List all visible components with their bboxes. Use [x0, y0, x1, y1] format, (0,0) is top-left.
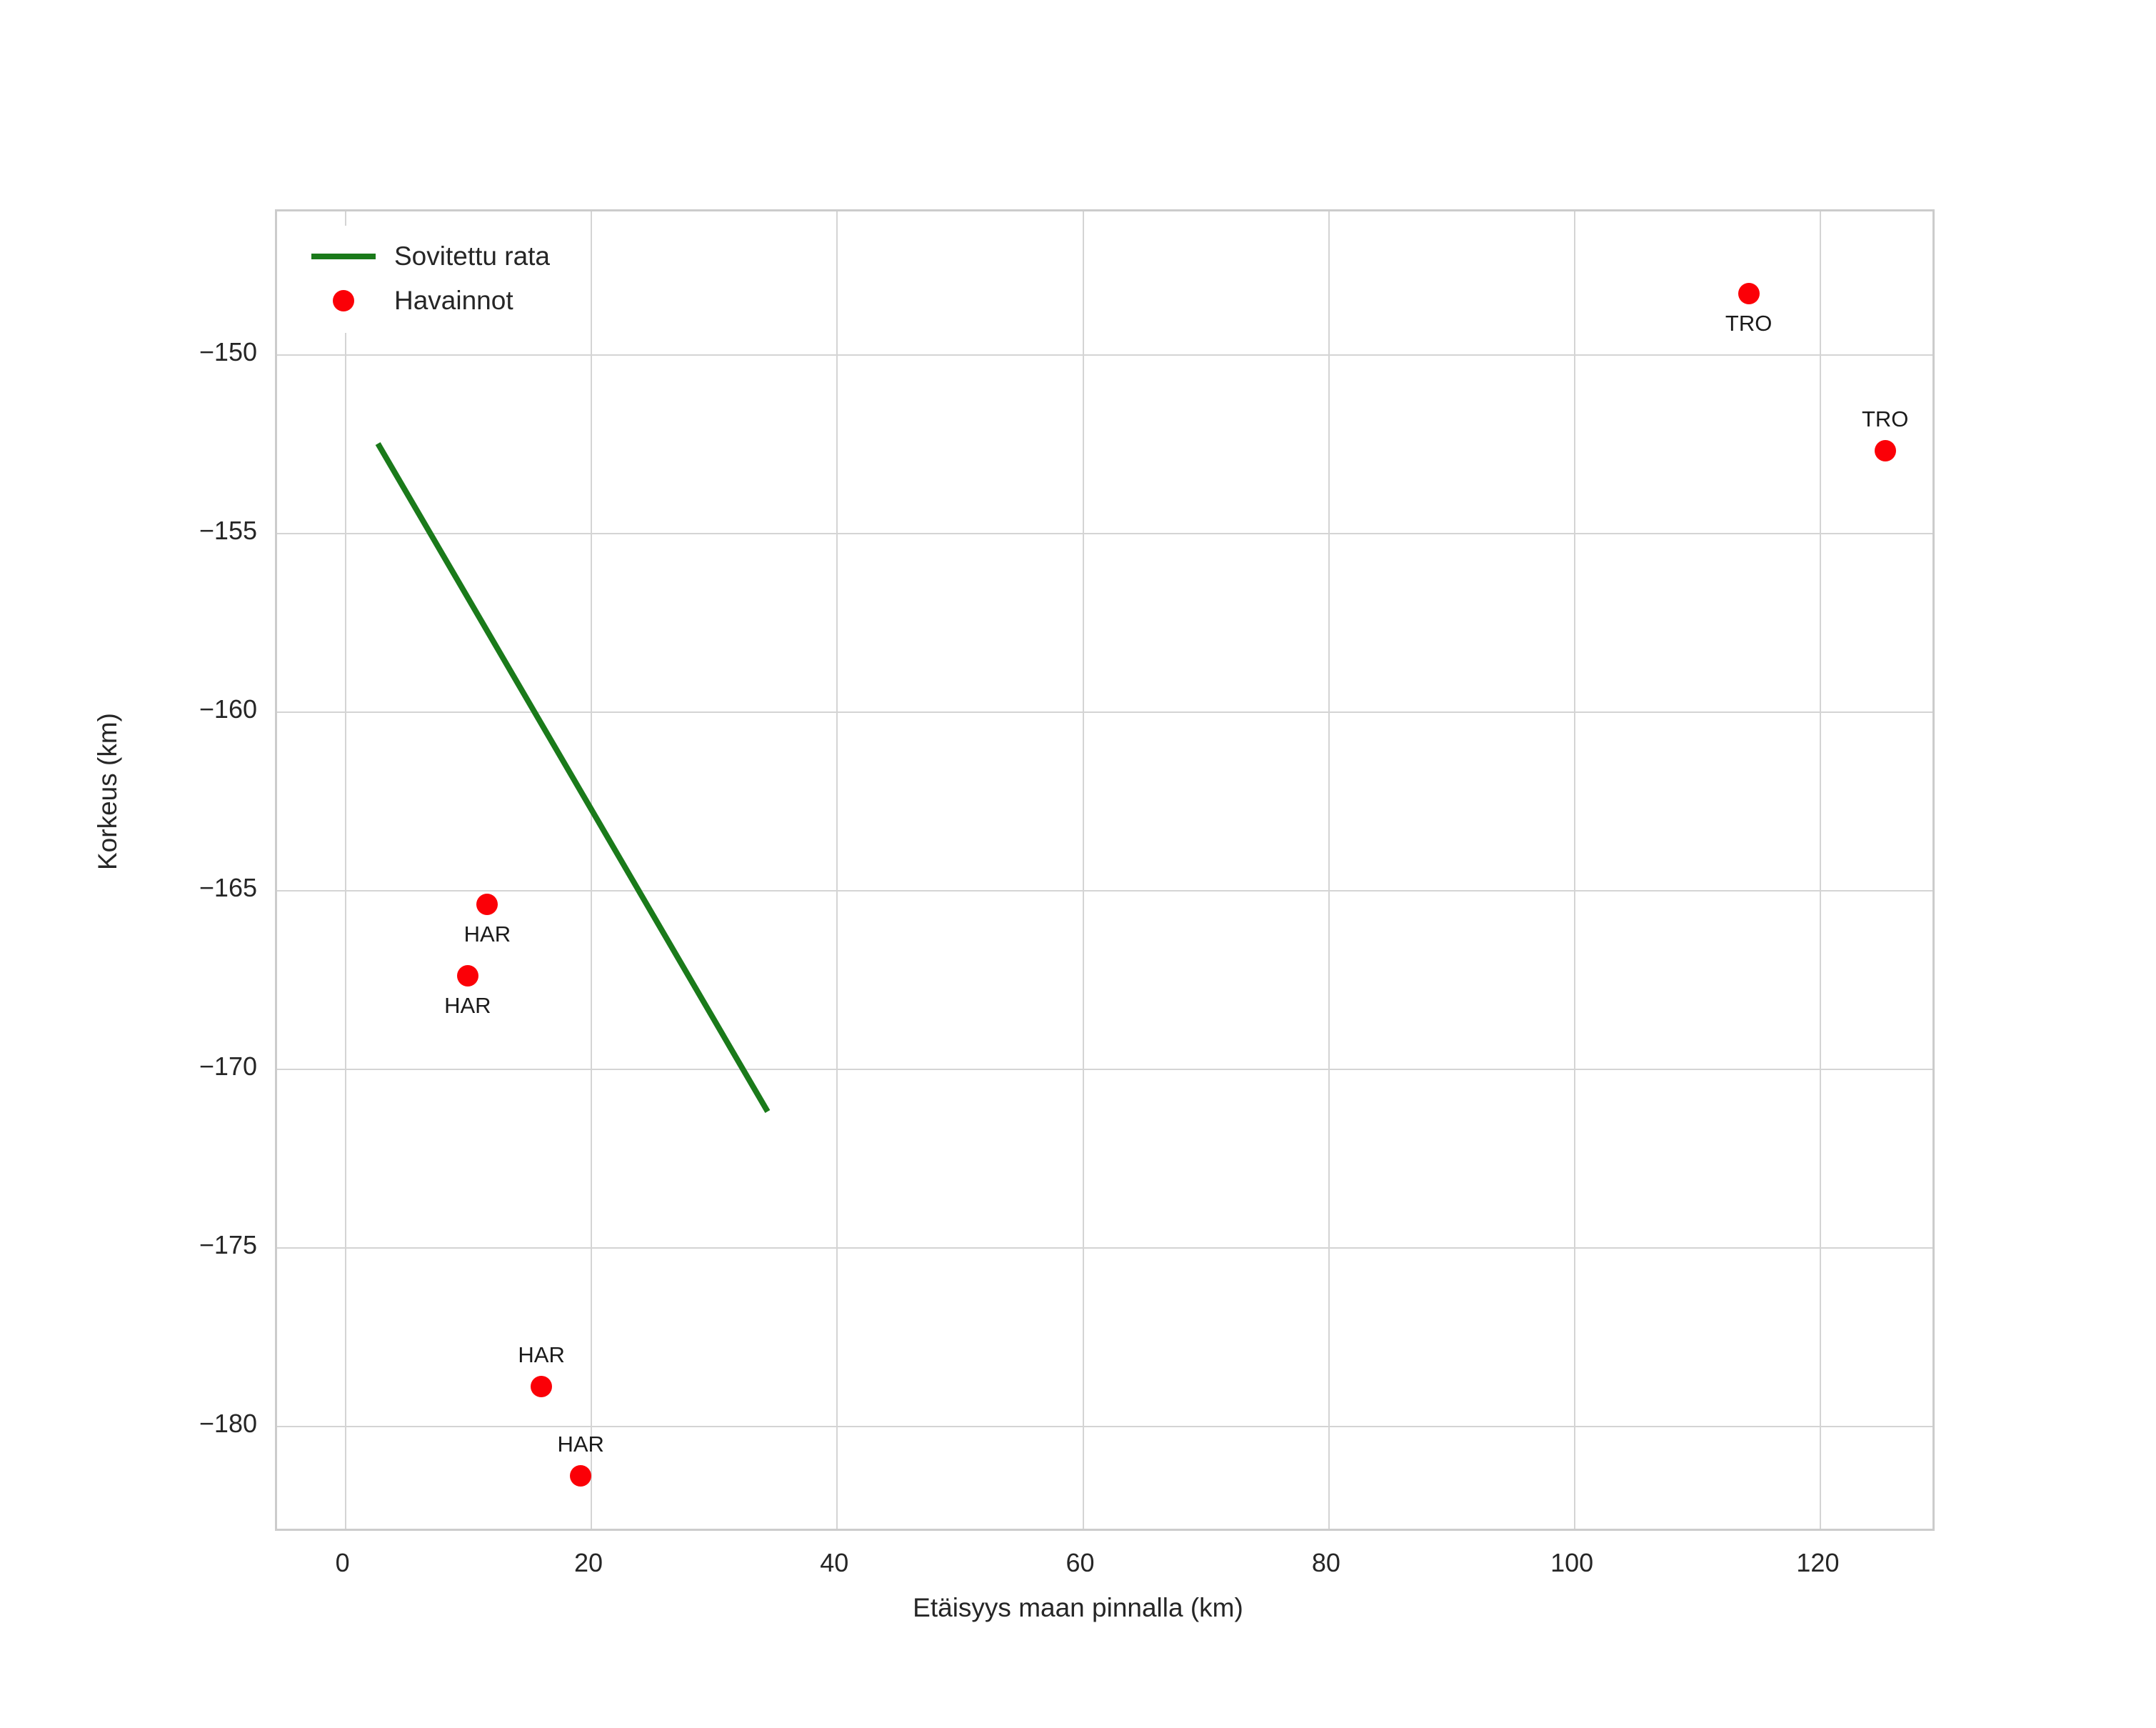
- legend-dot-swatch: [301, 290, 386, 311]
- legend-item-fitted-line: Sovitettu rata: [301, 234, 550, 279]
- x-tick-label: 80: [1311, 1548, 1340, 1577]
- plot-area: HAR HAR HAR HAR TRO TRO Sovitettu rata Havain…: [275, 209, 1935, 1531]
- data-point-label: TRO: [1861, 406, 1909, 431]
- y-tick-label: −160: [199, 694, 257, 724]
- data-point-label: HAR: [518, 1342, 565, 1367]
- x-tick-label: 100: [1550, 1548, 1594, 1577]
- gridline-horizontal: [277, 1069, 1932, 1070]
- data-point: [456, 965, 478, 987]
- data-point-label: HAR: [557, 1432, 604, 1457]
- data-point: [1874, 440, 1896, 461]
- x-tick-label: 60: [1066, 1548, 1095, 1577]
- gridline-vertical: [1328, 211, 1330, 1529]
- y-tick-label: −155: [199, 516, 257, 545]
- x-tick-label: 0: [335, 1548, 350, 1577]
- gridline-vertical: [836, 211, 838, 1529]
- data-point-label: HAR: [444, 993, 491, 1018]
- y-tick-label: −150: [199, 337, 257, 366]
- x-tick-label: 40: [820, 1548, 849, 1577]
- legend-item-observations: Havainnot: [301, 279, 550, 323]
- y-tick-label: −180: [199, 1409, 257, 1438]
- gridline-horizontal: [277, 533, 1932, 534]
- gridline-vertical: [590, 211, 592, 1529]
- y-tick-label: −170: [199, 1052, 257, 1081]
- y-tick-label: −165: [199, 873, 257, 902]
- y-tick-label: −175: [199, 1230, 257, 1259]
- data-point: [1738, 283, 1760, 304]
- gridline-horizontal: [277, 1247, 1932, 1249]
- legend: Sovitettu rata Havainnot: [293, 226, 569, 333]
- gridline-vertical: [1082, 211, 1084, 1529]
- x-tick-label: 120: [1796, 1548, 1840, 1577]
- data-point: [476, 894, 498, 915]
- x-tick-label: 20: [573, 1548, 603, 1577]
- gridline-horizontal: [277, 354, 1932, 356]
- data-point: [570, 1465, 592, 1487]
- gridline-horizontal: [277, 890, 1932, 892]
- legend-label-fitted-line: Sovitettu rata: [394, 241, 551, 271]
- x-axis-title: Etäisyys maan pinnalla (km): [913, 1593, 1243, 1622]
- gridline-horizontal: [277, 1426, 1932, 1427]
- legend-line-swatch: [301, 254, 386, 259]
- gridline-vertical: [1574, 211, 1576, 1529]
- fitted-trajectory-line: [375, 441, 771, 1114]
- data-point: [531, 1376, 553, 1397]
- legend-label-observations: Havainnot: [394, 286, 513, 315]
- y-axis-title: Korkeus (km): [93, 713, 122, 870]
- data-point-label: HAR: [463, 922, 511, 947]
- data-point-label: TRO: [1725, 311, 1773, 336]
- gridline-vertical: [1820, 211, 1822, 1529]
- gridline-horizontal: [277, 711, 1932, 713]
- gridline-vertical: [344, 211, 346, 1529]
